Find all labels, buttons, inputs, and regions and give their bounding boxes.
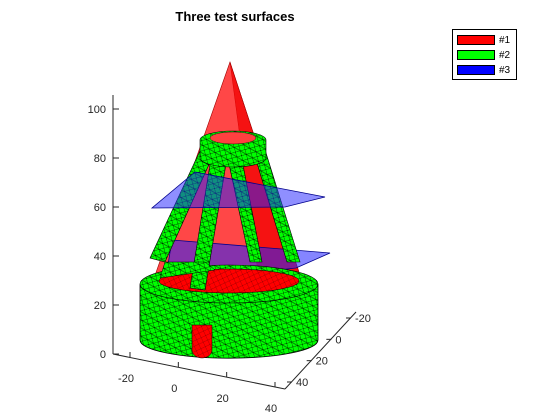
z-tick-label: 0	[100, 349, 106, 361]
series-3-plane-high	[150, 171, 326, 209]
legend-item-1[interactable]: #1	[457, 34, 510, 46]
legend-label-2: #2	[499, 49, 511, 61]
z-tick-label: 40	[94, 251, 106, 263]
chart-title: Three test surfaces	[175, 9, 295, 24]
x-tick-label: -20	[118, 373, 134, 385]
x-axis-line	[112, 353, 286, 390]
x-ticks: -20 0 20 40	[118, 352, 277, 415]
x-tick-label: 40	[265, 403, 277, 415]
z-tick-label: 60	[94, 202, 106, 214]
legend-item-3[interactable]: #3	[457, 64, 510, 76]
legend-item-2[interactable]: #2	[457, 49, 510, 61]
z-tick-label: 100	[88, 104, 106, 116]
z-tick-label: 20	[94, 300, 106, 312]
y-tick-label: -20	[355, 313, 371, 325]
series-2-ring-top	[209, 131, 257, 145]
y-axis-line	[284, 311, 357, 390]
legend-swatch-3	[457, 65, 495, 75]
legend-swatch-2	[457, 50, 495, 60]
y-tick-label: 0	[335, 334, 341, 346]
legend-swatch-1	[457, 35, 495, 45]
y-tick-label: 20	[316, 356, 328, 368]
legend-label-3: #3	[499, 64, 511, 76]
z-tick-label: 80	[94, 153, 106, 165]
series-1-stem	[191, 324, 213, 359]
axes	[112, 95, 357, 390]
z-ticks: 0 20 40 60 80 100	[88, 104, 119, 361]
series-2-frame-cross	[159, 261, 216, 279]
legend-label-1: #1	[499, 34, 511, 46]
legend[interactable]: #1 #2 #3	[452, 29, 517, 80]
x-tick-label: 0	[171, 383, 177, 395]
y-tick-label: 40	[296, 377, 308, 389]
y-ticks: -20 0 20 40	[287, 313, 371, 389]
x-tick-label: 20	[217, 393, 229, 405]
